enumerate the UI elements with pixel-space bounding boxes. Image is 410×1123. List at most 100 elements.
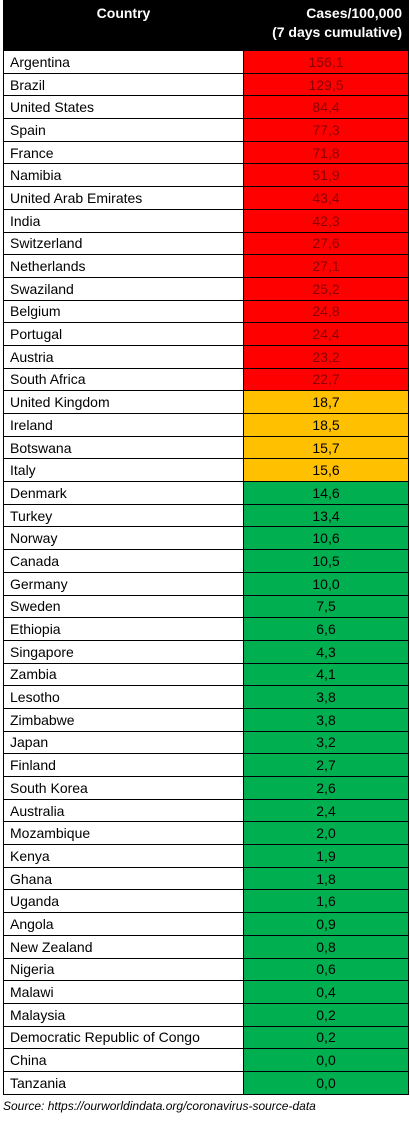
table-row: Finland 2,7 (3, 753, 409, 777)
table-row: United States 84,4 (3, 95, 409, 120)
table-row: Angola 0,9 (3, 912, 409, 936)
table-row: Malawi 0,4 (3, 980, 409, 1004)
country-cell: Spain (3, 118, 244, 142)
country-cell: Uganda (3, 889, 244, 914)
cases-table: Country Cases/100,000 (7 days cumulative… (3, 0, 409, 1095)
cases-value-cell: 10,5 (243, 549, 409, 573)
table-row: Belgium 24,8 (3, 299, 409, 324)
table-row: Malaysia 0,2 (3, 1002, 409, 1027)
cases-table-container: Country Cases/100,000 (7 days cumulative… (3, 0, 409, 1095)
table-row: Ghana 1,8 (3, 866, 409, 891)
header-row: Country Cases/100,000 (7 days cumulative… (3, 0, 409, 51)
country-cell: Turkey (3, 503, 244, 528)
country-cell: Malaysia (3, 1002, 244, 1027)
table-row: Argentina 156,1 (3, 50, 409, 74)
country-cell: Botswana (3, 435, 244, 460)
cases-value-cell: 3,8 (243, 707, 409, 732)
cases-value-cell: 156,1 (243, 50, 409, 74)
table-row: Austria 23,2 (3, 344, 409, 369)
cases-value-cell: 0,9 (243, 912, 409, 936)
country-cell: Canada (3, 549, 244, 573)
table-row: Namibia 51,9 (3, 163, 409, 188)
country-cell: Germany (3, 571, 244, 596)
cases-value-cell: 1,6 (243, 889, 409, 914)
table-row: Uganda 1,6 (3, 889, 409, 914)
country-cell: Argentina (3, 50, 244, 74)
table-row: Zambia 4,1 (3, 662, 409, 687)
country-cell: Sweden (3, 594, 244, 619)
cases-value-cell: 3,2 (243, 730, 409, 755)
cases-value-cell: 3,8 (243, 685, 409, 709)
cases-value-cell: 1,8 (243, 866, 409, 891)
table-row: Nigeria 0,6 (3, 957, 409, 982)
country-cell: Kenya (3, 844, 244, 868)
table-row: Japan 3,2 (3, 730, 409, 755)
country-cell: Nigeria (3, 957, 244, 982)
country-cell: Austria (3, 344, 244, 369)
country-cell: Belgium (3, 299, 244, 324)
country-cell: Angola (3, 912, 244, 936)
cases-value-cell: 24,4 (243, 322, 409, 346)
cases-value-cell: 6,6 (243, 617, 409, 641)
country-cell: China (3, 1048, 244, 1072)
cases-value-cell: 42,3 (243, 208, 409, 233)
cases-value-cell: 2,4 (243, 798, 409, 823)
cases-value-cell: 0,2 (243, 1025, 409, 1050)
cases-value-cell: 4,1 (243, 662, 409, 687)
country-column-header: Country (3, 0, 244, 51)
table-row: Singapore 4,3 (3, 639, 409, 664)
table-row: Tanzania 0,0 (3, 1070, 409, 1095)
table-row: Portugal 24,4 (3, 322, 409, 346)
source-note: Source: https://ourworldindata.org/coron… (3, 1099, 316, 1113)
cases-value-cell: 77,3 (243, 118, 409, 142)
country-cell: Denmark (3, 481, 244, 505)
table-row: Kenya 1,9 (3, 844, 409, 868)
table-row: Lesotho 3,8 (3, 685, 409, 709)
table-row: Swaziland 25,2 (3, 276, 409, 301)
cases-value-cell: 0,4 (243, 980, 409, 1004)
country-cell: Ethiopia (3, 617, 244, 641)
country-cell: South Korea (3, 776, 244, 800)
table-row: Ethiopia 6,6 (3, 617, 409, 641)
table-row: France 71,8 (3, 140, 409, 165)
country-cell: Ireland (3, 413, 244, 437)
cases-value-cell: 2,6 (243, 776, 409, 800)
cases-value-cell: 27,1 (243, 254, 409, 278)
table-row: Switzerland 27,6 (3, 231, 409, 256)
country-cell: Democratic Republic of Congo (3, 1025, 244, 1050)
cases-value-cell: 23,2 (243, 344, 409, 369)
cases-header-line2: (7 days cumulative) (272, 24, 402, 40)
cases-value-cell: 1,9 (243, 844, 409, 868)
country-cell: Netherlands (3, 254, 244, 278)
table-row: Turkey 13,4 (3, 503, 409, 528)
cases-value-cell: 43,4 (243, 186, 409, 210)
country-cell: India (3, 208, 244, 233)
country-cell: Tanzania (3, 1070, 244, 1095)
country-cell: United Arab Emirates (3, 186, 244, 210)
cases-value-cell: 10,6 (243, 526, 409, 551)
country-cell: Swaziland (3, 276, 244, 301)
cases-value-cell: 0,2 (243, 1002, 409, 1027)
cases-value-cell: 0,0 (243, 1048, 409, 1072)
country-cell: Finland (3, 753, 244, 777)
country-cell: Brazil (3, 72, 244, 97)
country-cell: United Kingdom (3, 390, 244, 414)
country-cell: Ghana (3, 866, 244, 891)
table-row: South Korea 2,6 (3, 776, 409, 800)
country-cell: Australia (3, 798, 244, 823)
table-row: Australia 2,4 (3, 798, 409, 823)
table-row: Mozambique 2,0 (3, 821, 409, 846)
cases-value-cell: 2,7 (243, 753, 409, 777)
country-cell: Namibia (3, 163, 244, 188)
cases-column-header: Cases/100,000 (7 days cumulative) (243, 0, 409, 51)
country-cell: Singapore (3, 639, 244, 664)
cases-value-cell: 27,6 (243, 231, 409, 256)
cases-value-cell: 2,0 (243, 821, 409, 846)
country-cell: Malawi (3, 980, 244, 1004)
table-row: Italy 15,6 (3, 458, 409, 483)
table-row: Zimbabwe 3,8 (3, 707, 409, 732)
cases-value-cell: 15,6 (243, 458, 409, 483)
table-row: Ireland 18,5 (3, 413, 409, 437)
table-row: South Africa 22,7 (3, 367, 409, 392)
cases-value-cell: 0,8 (243, 934, 409, 959)
